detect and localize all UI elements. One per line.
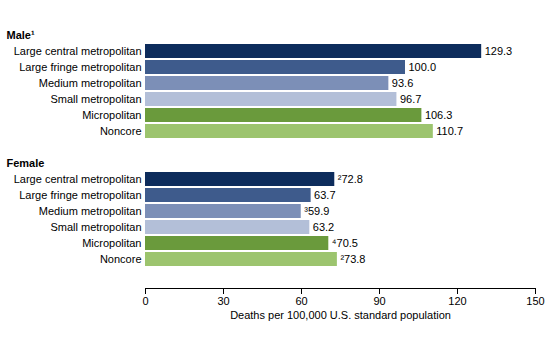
- svg-text:30: 30: [217, 295, 229, 307]
- svg-text:106.3: 106.3: [425, 109, 453, 121]
- svg-text:⁴70.5: ⁴70.5: [332, 237, 358, 249]
- svg-text:Male¹: Male¹: [7, 29, 35, 41]
- svg-text:Female: Female: [7, 157, 45, 169]
- svg-text:Deaths per 100,000 U.S. standa: Deaths per 100,000 U.S. standard populat…: [230, 309, 451, 321]
- svg-text:Noncore: Noncore: [100, 125, 142, 137]
- svg-text:93.6: 93.6: [392, 77, 413, 89]
- svg-text:Large central metropolitan: Large central metropolitan: [14, 173, 142, 185]
- svg-text:100.0: 100.0: [409, 61, 437, 73]
- svg-text:96.7: 96.7: [400, 93, 421, 105]
- svg-text:²72.8: ²72.8: [338, 173, 363, 185]
- svg-text:150: 150: [526, 295, 544, 307]
- svg-text:Micropolitan: Micropolitan: [82, 109, 141, 121]
- svg-text:Small metropolitan: Small metropolitan: [50, 93, 141, 105]
- svg-text:90: 90: [373, 295, 385, 307]
- svg-text:110.7: 110.7: [436, 125, 463, 137]
- svg-text:Medium metropolitan: Medium metropolitan: [39, 77, 142, 89]
- svg-text:Large fringe metropolitan: Large fringe metropolitan: [19, 189, 141, 201]
- svg-text:³59.9: ³59.9: [304, 205, 329, 217]
- svg-text:120: 120: [448, 295, 466, 307]
- svg-text:Small metropolitan: Small metropolitan: [50, 221, 141, 233]
- svg-text:Medium metropolitan: Medium metropolitan: [39, 205, 142, 217]
- svg-text:63.7: 63.7: [314, 189, 335, 201]
- svg-text:Micropolitan: Micropolitan: [82, 237, 141, 249]
- svg-text:²73.8: ²73.8: [340, 253, 365, 265]
- svg-text:Large fringe metropolitan: Large fringe metropolitan: [19, 61, 141, 73]
- svg-text:60: 60: [295, 295, 307, 307]
- svg-text:129.3: 129.3: [485, 45, 513, 57]
- svg-text:Noncore: Noncore: [100, 253, 142, 265]
- svg-text:0: 0: [142, 295, 148, 307]
- svg-text:Large central metropolitan: Large central metropolitan: [14, 45, 142, 57]
- svg-text:63.2: 63.2: [313, 221, 334, 233]
